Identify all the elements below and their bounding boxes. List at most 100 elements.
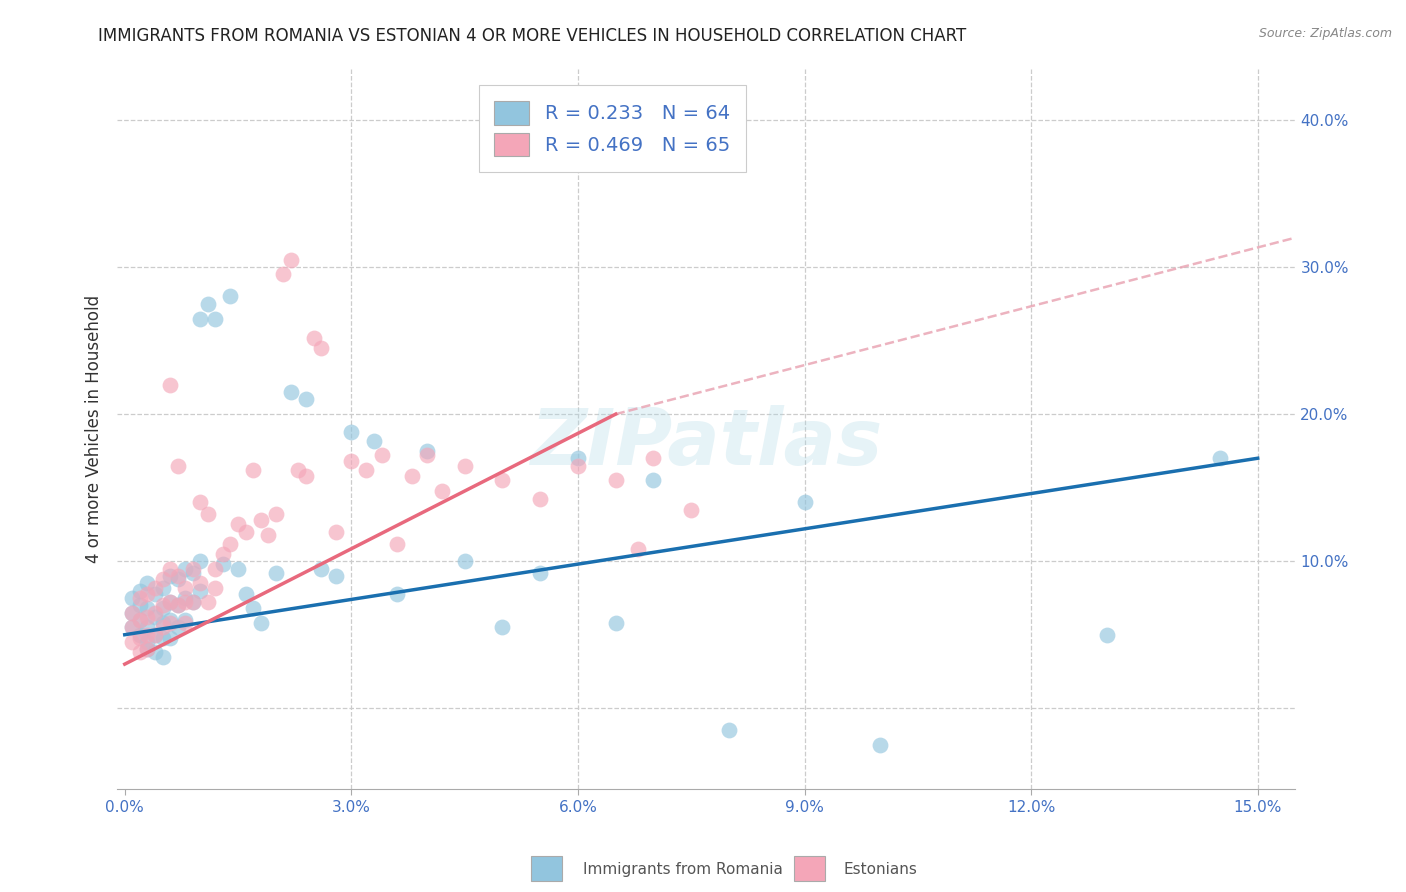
Estonians (152, 620, 174, 634)
Immigrants from Romania (1095, 628, 1118, 642)
Immigrants from Romania (152, 601, 174, 615)
Estonians (264, 507, 287, 521)
Immigrants from Romania (128, 599, 150, 613)
Immigrants from Romania (605, 615, 627, 630)
Immigrants from Romania (181, 566, 204, 580)
Immigrants from Romania (325, 569, 347, 583)
Immigrants from Romania (152, 615, 174, 630)
Estonians (401, 469, 423, 483)
Estonians (204, 581, 226, 595)
Estonians (174, 615, 197, 630)
Immigrants from Romania (128, 583, 150, 598)
Immigrants from Romania (793, 495, 815, 509)
Estonians (249, 513, 271, 527)
Estonians (166, 599, 188, 613)
Immigrants from Romania (136, 635, 159, 649)
Estonians (128, 591, 150, 605)
Immigrants from Romania (295, 392, 318, 407)
Immigrants from Romania (152, 631, 174, 645)
Immigrants from Romania (264, 566, 287, 580)
Immigrants from Romania (188, 554, 211, 568)
Estonians (430, 483, 453, 498)
Estonians (197, 507, 219, 521)
Estonians (143, 581, 166, 595)
Immigrants from Romania (219, 289, 242, 303)
Immigrants from Romania (529, 566, 551, 580)
Immigrants from Romania (869, 738, 891, 752)
Immigrants from Romania (249, 615, 271, 630)
Immigrants from Romania (1209, 451, 1232, 466)
Estonians (188, 495, 211, 509)
Estonians (416, 448, 439, 462)
Immigrants from Romania (166, 599, 188, 613)
Immigrants from Romania (174, 561, 197, 575)
Estonians (166, 458, 188, 473)
Immigrants from Romania (181, 595, 204, 609)
Immigrants from Romania (567, 451, 589, 466)
Estonians (188, 576, 211, 591)
Estonians (681, 502, 703, 516)
Immigrants from Romania (491, 620, 513, 634)
Estonians (121, 606, 143, 620)
Estonians (204, 561, 226, 575)
Immigrants from Romania (121, 591, 143, 605)
Immigrants from Romania (309, 561, 332, 575)
Immigrants from Romania (136, 642, 159, 657)
Estonians (128, 613, 150, 627)
Estonians (287, 463, 309, 477)
Estonians (226, 517, 249, 532)
Immigrants from Romania (235, 586, 257, 600)
Estonians (166, 569, 188, 583)
Estonians (121, 635, 143, 649)
Estonians (643, 451, 665, 466)
Estonians (356, 463, 378, 477)
Estonians (491, 473, 513, 487)
Estonians (159, 377, 181, 392)
Estonians (295, 469, 318, 483)
Immigrants from Romania (143, 628, 166, 642)
Immigrants from Romania (152, 581, 174, 595)
Estonians (529, 492, 551, 507)
Estonians (174, 595, 197, 609)
Estonians (121, 620, 143, 634)
Estonians (159, 615, 181, 630)
Immigrants from Romania (340, 425, 363, 439)
Estonians (128, 645, 150, 659)
Estonians (136, 628, 159, 642)
Immigrants from Romania (128, 613, 150, 627)
Immigrants from Romania (717, 723, 740, 738)
Estonians (627, 542, 650, 557)
Text: Estonians: Estonians (844, 863, 918, 877)
Immigrants from Romania (363, 434, 385, 448)
Immigrants from Romania (174, 613, 197, 627)
Immigrants from Romania (280, 385, 302, 400)
Estonians (197, 595, 219, 609)
Immigrants from Romania (416, 443, 439, 458)
Estonians (181, 561, 204, 575)
Estonians (242, 463, 264, 477)
Estonians (309, 341, 332, 355)
Estonians (136, 586, 159, 600)
Estonians (152, 572, 174, 586)
Estonians (143, 628, 166, 642)
Immigrants from Romania (136, 576, 159, 591)
Estonians (219, 536, 242, 550)
Estonians (370, 448, 392, 462)
Immigrants from Romania (136, 620, 159, 634)
Immigrants from Romania (212, 557, 235, 571)
Immigrants from Romania (136, 601, 159, 615)
Immigrants from Romania (159, 613, 181, 627)
Estonians (136, 610, 159, 624)
Immigrants from Romania (188, 583, 211, 598)
Immigrants from Romania (242, 601, 264, 615)
Estonians (273, 268, 295, 282)
Y-axis label: 4 or more Vehicles in Household: 4 or more Vehicles in Household (86, 294, 103, 563)
Estonians (257, 527, 280, 541)
Immigrants from Romania (159, 631, 181, 645)
Immigrants from Romania (143, 610, 166, 624)
Estonians (159, 595, 181, 609)
Text: ZIPatlas: ZIPatlas (530, 405, 883, 482)
Immigrants from Romania (166, 572, 188, 586)
Estonians (325, 524, 347, 539)
Estonians (280, 252, 302, 267)
